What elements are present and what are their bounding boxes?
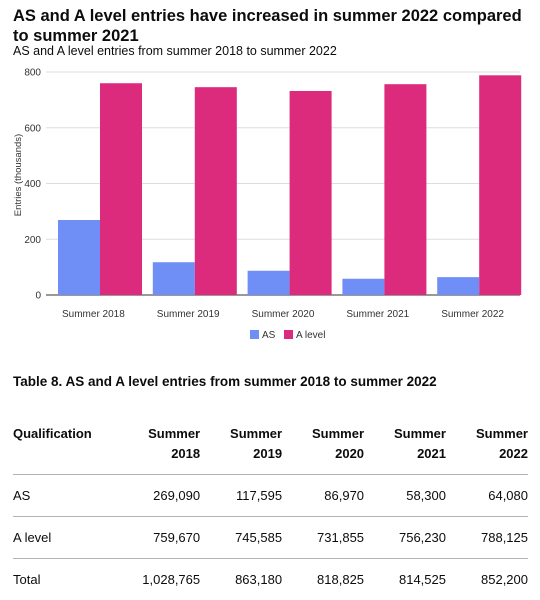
y-tick-label: 0 xyxy=(35,291,41,302)
chart-title: AS and A level entries have increased in… xyxy=(13,6,528,46)
header-text: Summer xyxy=(282,424,364,444)
x-tick-label: Summer 2021 xyxy=(346,309,409,320)
y-axis-label: Entries (thousands) xyxy=(13,134,24,216)
y-tick-label: 800 xyxy=(24,68,41,79)
header-text: Summer xyxy=(446,424,528,444)
legend-label: A level xyxy=(296,330,325,341)
x-axis-ticks: Summer 2018 Summer 2019 Summer 2020 Summer … xyxy=(62,309,504,320)
bar-as xyxy=(153,262,195,295)
legend-label: AS xyxy=(262,330,276,341)
x-tick-label: Summer 2020 xyxy=(252,309,315,320)
bar-a-level xyxy=(290,91,332,295)
bar-as xyxy=(342,279,384,295)
header-text: 2021 xyxy=(364,444,446,464)
bar-a-level xyxy=(100,83,142,295)
legend-swatch xyxy=(250,330,259,339)
table-cell: 1,028,765 xyxy=(109,559,200,600)
legend: AS A level xyxy=(250,330,325,341)
legend-swatch xyxy=(284,330,293,339)
bar-as xyxy=(248,271,290,295)
bar-a-level xyxy=(479,75,521,295)
table-cell: 759,670 xyxy=(109,517,200,559)
bar-as xyxy=(437,277,479,295)
bar-chart: 0 200 400 600 800 Entries (thousands) Summer… xyxy=(0,60,540,350)
table-caption: Table 8. AS and A level entries from sum… xyxy=(13,374,437,389)
table-cell: 117,595 xyxy=(200,475,282,517)
table-cell: 814,525 xyxy=(364,559,446,600)
table-cell: A level xyxy=(13,517,109,559)
y-tick-label: 400 xyxy=(24,179,41,190)
header-text: Summer xyxy=(200,424,282,444)
header-text: Summer xyxy=(364,424,446,444)
x-tick-label: Summer 2018 xyxy=(62,309,125,320)
header-text: Summer xyxy=(109,424,200,444)
header-text: 2018 xyxy=(109,444,200,464)
table-cell: 64,080 xyxy=(446,475,528,517)
bar-a-level xyxy=(195,87,237,295)
table-cell: 269,090 xyxy=(109,475,200,517)
table-cell: 745,585 xyxy=(200,517,282,559)
header-text: 2022 xyxy=(446,444,528,464)
table-cell: 818,825 xyxy=(282,559,364,600)
header-qualification: Qualification xyxy=(13,414,109,475)
table-cell: 58,300 xyxy=(364,475,446,517)
table-cell: 86,970 xyxy=(282,475,364,517)
header-text: Qualification xyxy=(13,424,109,444)
x-tick-label: Summer 2019 xyxy=(157,309,220,320)
header-text: 2020 xyxy=(282,444,364,464)
bars xyxy=(58,75,521,295)
y-axis-ticks: 0 200 400 600 800 xyxy=(24,68,41,302)
table-cell: 788,125 xyxy=(446,517,528,559)
y-tick-label: 600 xyxy=(24,123,41,134)
y-tick-label: 200 xyxy=(24,235,41,246)
table-cell: 863,180 xyxy=(200,559,282,600)
chart-subtitle: AS and A level entries from summer 2018 … xyxy=(13,44,337,58)
table-cell: 756,230 xyxy=(364,517,446,559)
table-cell: AS xyxy=(13,475,109,517)
table-cell: Total xyxy=(13,559,109,600)
bar-as xyxy=(58,220,100,295)
table-cell: 852,200 xyxy=(446,559,528,600)
header-text: 2019 xyxy=(200,444,282,464)
table-cell: 731,855 xyxy=(282,517,364,559)
x-tick-label: Summer 2022 xyxy=(441,309,504,320)
bar-a-level xyxy=(384,84,426,295)
